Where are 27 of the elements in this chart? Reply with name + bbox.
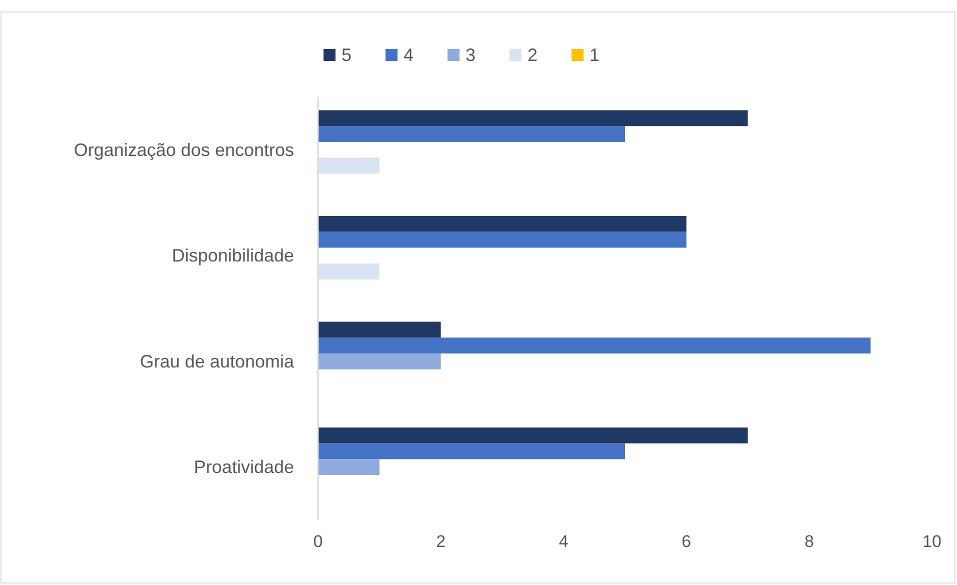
bar: [318, 443, 625, 460]
x-tick-label: 8: [804, 532, 814, 552]
bar: [318, 322, 441, 338]
bar: [318, 126, 625, 142]
x-tick-label: 0: [313, 532, 323, 552]
bar: [318, 232, 686, 248]
legend-label: 2: [528, 45, 538, 65]
y-tick-label: Organização dos encontros: [74, 140, 294, 160]
x-tick-label: 6: [682, 532, 692, 552]
bar: [318, 338, 871, 354]
bar: [318, 459, 380, 476]
legend-label: 4: [404, 45, 414, 65]
bar: [318, 216, 686, 232]
bar: [318, 110, 748, 126]
y-tick-label: Disponibilidade: [172, 246, 294, 266]
legend-label: 5: [342, 45, 352, 65]
bar: [318, 353, 441, 370]
x-tick-label: 10: [922, 532, 942, 552]
x-tick-label: 4: [558, 532, 568, 552]
legend-label: 1: [590, 45, 600, 65]
y-tick-label: Proatividade: [194, 457, 294, 478]
bar: [318, 158, 380, 174]
bar: [318, 264, 380, 280]
x-tick-label: 2: [436, 532, 446, 552]
y-tick-label: Grau de autonomia: [140, 351, 295, 372]
bar: [318, 427, 748, 444]
legend-label: 3: [466, 45, 476, 65]
